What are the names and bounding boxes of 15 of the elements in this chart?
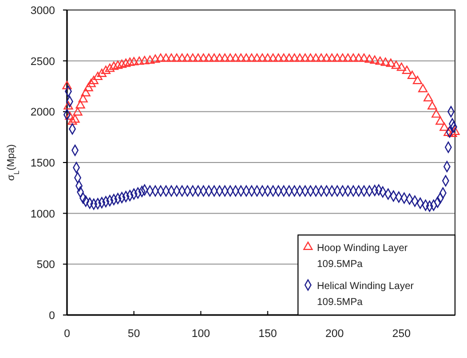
legend-label: Hoop Winding Layer 109.5MPa — [317, 243, 408, 270]
x-tick-label: 0 — [64, 328, 70, 340]
x-tick-label: 50 — [128, 328, 140, 340]
y-tick-label: 2000 — [30, 106, 55, 119]
y-tick-label: 500 — [36, 259, 55, 272]
legend-label: Helical Winding Layer 109.5MPa — [317, 281, 414, 308]
y-tick-label: 1000 — [30, 208, 55, 220]
y-tick-label: 2500 — [30, 56, 55, 68]
y-tick-label: 0 — [48, 310, 55, 322]
x-tick-label: 250 — [392, 328, 411, 340]
y-tick-label: 3000 — [30, 5, 55, 17]
x-tick-label: 100 — [192, 328, 210, 340]
y-tick-label: 1500 — [30, 158, 55, 170]
x-tick-label: 200 — [325, 328, 344, 340]
x-tick-label: 150 — [258, 328, 277, 340]
